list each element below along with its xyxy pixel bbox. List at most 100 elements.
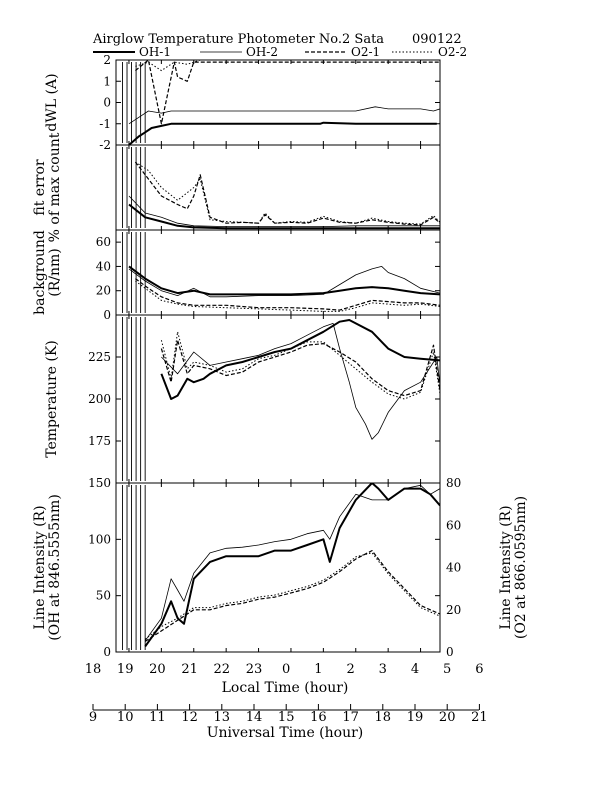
y-tick-label: 0 xyxy=(103,645,111,659)
y-tick-label: 175 xyxy=(88,434,111,448)
series-oh-1-line xyxy=(128,203,440,230)
y2-tick-label: 0 xyxy=(446,645,454,659)
universal-time-tick-label: 19 xyxy=(407,710,424,725)
panel-frame xyxy=(115,59,441,146)
series-oh-1-line xyxy=(128,121,437,145)
universal-time-tick-label: 14 xyxy=(246,710,263,725)
local-time-tick-label: 20 xyxy=(149,662,166,677)
legend-label-o2-2: O2-2 xyxy=(438,45,467,59)
y-axis-label: Line Intensity (R) xyxy=(32,505,48,629)
series-o2-1-line xyxy=(134,161,440,226)
y-tick-label: 20 xyxy=(96,284,111,298)
header: Airglow Temperature Photometer No.2 Sata… xyxy=(92,32,462,47)
y-axis-label: Temperature (K) xyxy=(44,340,60,458)
panel-frame xyxy=(115,482,441,653)
series-oh-1-line xyxy=(128,265,440,296)
y2-tick-label: 60 xyxy=(446,518,461,532)
panel-fit-error: fit error% of max count xyxy=(32,132,441,242)
y-tick-label: 225 xyxy=(88,350,111,364)
local-time-tick-label: 2 xyxy=(346,662,354,677)
local-time-tick-label: 0 xyxy=(282,662,290,677)
y-tick-label: 50 xyxy=(96,589,111,603)
legend-label-o2-1: O2-1 xyxy=(351,45,380,59)
universal-time-tick-label: 17 xyxy=(342,710,359,725)
universal-time-label: Universal Time (hour) xyxy=(207,725,364,741)
series-oh-2-line xyxy=(128,265,440,298)
series-oh-2-line xyxy=(144,484,440,641)
series-oh-2-line xyxy=(161,322,440,440)
legend-label-oh-1: OH-1 xyxy=(139,45,171,59)
local-time-tick-label: 23 xyxy=(246,662,263,677)
local-time-tick-label: 4 xyxy=(411,662,419,677)
series-o2-2-line xyxy=(144,552,440,640)
y-tick-label: -2 xyxy=(99,138,111,152)
y2-tick-label: 20 xyxy=(446,603,461,617)
universal-time-tick-label: 18 xyxy=(375,710,392,725)
y2-axis-label: Line Intensity (R) xyxy=(498,505,514,629)
universal-time-tick-label: 9 xyxy=(89,710,97,725)
local-time-tick-label: 21 xyxy=(181,662,198,677)
y-axis-label-2: % of max count xyxy=(47,132,63,242)
y-tick-label: 60 xyxy=(96,235,111,249)
series-group xyxy=(122,60,440,145)
panel-frame xyxy=(115,314,441,484)
universal-time-tick-label: 10 xyxy=(117,710,134,725)
series-group xyxy=(122,483,440,650)
series-o2-2-line xyxy=(160,331,440,400)
y-axis-label-2: (OH at 846.5555nm) xyxy=(47,494,63,641)
local-time-tick-label: 18 xyxy=(85,662,102,677)
series-o2-1-line xyxy=(144,549,440,642)
time-axes: 18 19 20 21 22 23 0 1 2 3 4 5 69 10 11 12 13 14 15 16 17 18 19… xyxy=(85,662,488,725)
y-axis-label-2: (R/nm) xyxy=(47,248,63,296)
y-tick-label: 0 xyxy=(103,96,111,110)
universal-time-tick-label: 15 xyxy=(278,710,295,725)
y2-tick-label: 40 xyxy=(446,561,461,575)
panel-frame xyxy=(115,144,441,231)
local-time-tick-label: 19 xyxy=(117,662,134,677)
universal-time-tick-label: 12 xyxy=(181,710,198,725)
panel-temperature: 225 200 175 Temperature (K) xyxy=(44,314,441,484)
universal-time-tick-label: 16 xyxy=(310,710,327,725)
series-group xyxy=(122,317,440,481)
legend-label-oh-2: OH-2 xyxy=(246,45,278,59)
legend: OH-1 OH-2 O2-1 O2-2 xyxy=(93,45,467,59)
y-tick-label: 200 xyxy=(88,392,111,406)
y-tick-label: 100 xyxy=(88,532,111,546)
panel-dwl: 2 1 0 -1 -2 dWL (A) xyxy=(44,53,441,152)
chart-date: 090122 xyxy=(412,32,462,47)
y-tick-label: -1 xyxy=(99,117,111,131)
series-o2-2-line xyxy=(135,60,440,72)
series-o2-1-line xyxy=(160,339,440,397)
local-time-tick-label: 6 xyxy=(475,662,483,677)
chart-title: Airglow Temperature Photometer No.2 Sata xyxy=(92,32,384,47)
series-oh-2-line xyxy=(128,106,440,125)
series-oh-1-line xyxy=(144,483,440,647)
panel-background: 60 40 20 0 background (R/nm) xyxy=(32,229,441,322)
series-o2-2-line xyxy=(135,280,440,312)
series-o2-1-line xyxy=(135,60,440,125)
series-group xyxy=(122,147,440,230)
series-o2-2-line xyxy=(135,161,440,225)
universal-time-tick-label: 13 xyxy=(214,710,231,725)
local-time-label: Local Time (hour) xyxy=(222,680,349,696)
y-tick-label: 0 xyxy=(103,308,111,322)
series-oh-1-line xyxy=(160,319,440,400)
y-tick-label: 40 xyxy=(96,259,111,273)
local-time-tick-label: 3 xyxy=(379,662,387,677)
y-axis-label: dWL (A) xyxy=(44,73,60,131)
universal-time-tick-label: 11 xyxy=(149,710,166,725)
y2-tick-label: 80 xyxy=(446,476,461,490)
y-axis-label: fit error xyxy=(32,159,48,216)
series-oh-2-line xyxy=(128,195,440,228)
universal-time-tick-label: 21 xyxy=(471,710,488,725)
universal-time-tick-label: 20 xyxy=(439,710,456,725)
y-axis-label: background xyxy=(32,230,48,315)
local-time-tick-label: 1 xyxy=(314,662,322,677)
local-time-tick-label: 22 xyxy=(214,662,231,677)
y2-axis-label-2: (O2 at 866.0595nm) xyxy=(513,496,529,639)
y-tick-label: 1 xyxy=(103,74,111,88)
y-tick-label: 150 xyxy=(88,476,111,490)
